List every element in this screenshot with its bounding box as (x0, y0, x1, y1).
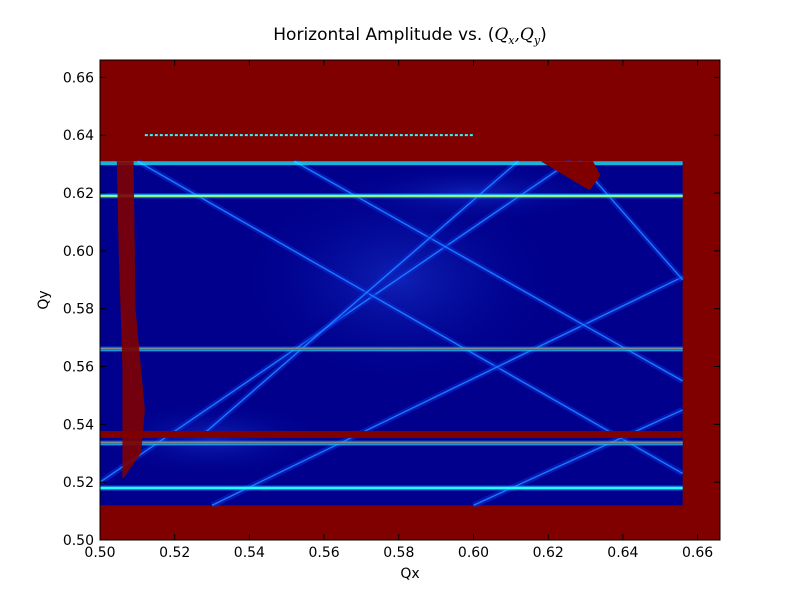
chart-title-q2: Q (520, 25, 534, 45)
axis-ticks: 0.50 0.52 0.54 0.56 0.58 0.60 0.62 0.64 0.66 0.50… (63, 60, 720, 561)
y-tick-label: 0.58 (63, 302, 94, 318)
resonance-incursion (540, 161, 601, 191)
x-tick-label: 0.50 (84, 545, 115, 561)
x-tick-label: 0.66 (682, 545, 713, 561)
x-tick-label: 0.52 (159, 545, 190, 561)
diagonal-resonance (136, 160, 684, 475)
chart-title-suffix: ) (540, 25, 547, 45)
y-axis-label: Qy (36, 290, 52, 309)
chart-title-q2-sub: y (533, 34, 541, 47)
horizontal-resonance (100, 430, 683, 438)
x-tick-label: 0.62 (533, 545, 564, 561)
chart-title-q1: Q (494, 25, 508, 45)
y-tick-label: 0.66 (63, 70, 94, 86)
diagonal-resonance (204, 160, 519, 434)
x-tick-label: 0.54 (234, 545, 265, 561)
y-tick-label: 0.64 (63, 128, 94, 144)
y-tick-label: 0.62 (63, 186, 94, 202)
region-glow (100, 398, 333, 479)
y-tick-label: 0.56 (63, 360, 94, 376)
resonance-incursion (116, 161, 145, 480)
diagonal-resonance (211, 276, 683, 506)
x-tick-label: 0.58 (383, 545, 414, 561)
chart-title-sep: , (515, 25, 520, 45)
y-tick-label: 0.60 (63, 244, 94, 260)
region-top-edge (100, 161, 683, 166)
y-tick-label: 0.52 (63, 475, 94, 491)
x-tick-label: 0.60 (458, 545, 489, 561)
y-tick-label: 0.54 (63, 417, 94, 433)
plot-frame (99, 59, 721, 541)
x-tick-label: 0.64 (607, 545, 638, 561)
chart-title-q1-sub: x (508, 34, 515, 47)
chart-title-prefix: Horizontal Amplitude vs. ( (273, 25, 494, 45)
chart-title: Horizontal Amplitude vs. (Qx,Qy) (273, 25, 546, 47)
heatmap-layer (100, 60, 720, 540)
y-tick-label: 0.50 (63, 533, 94, 549)
x-tick-label: 0.56 (309, 545, 340, 561)
x-axis-label: Qx (400, 566, 419, 582)
